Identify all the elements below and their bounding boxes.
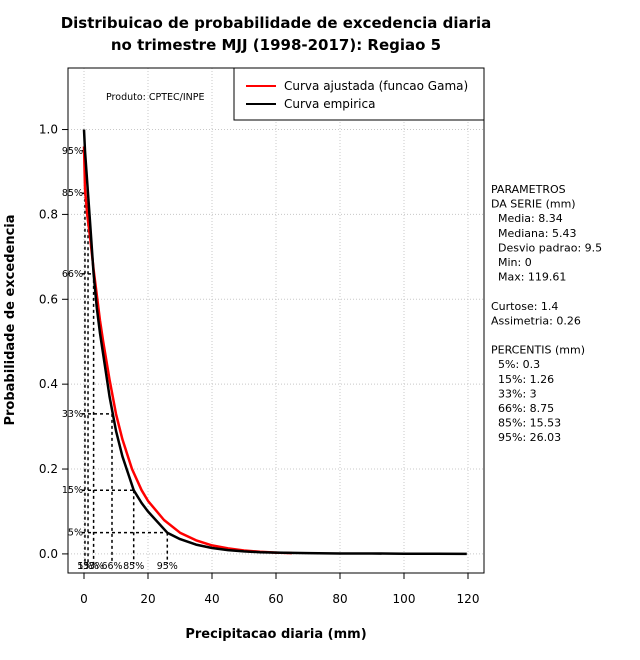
statistics-line: 15%: 1.26 [491, 373, 554, 386]
statistics-line: DA SERIE (mm) [491, 198, 576, 211]
legend-label-empirical: Curva empirica [284, 97, 375, 111]
x-tick-label: 80 [332, 592, 347, 606]
statistics-line: 95%: 26.03 [491, 431, 561, 444]
statistics-line: Assimetria: 0.26 [491, 314, 581, 327]
statistics-line: Mediana: 5.43 [491, 227, 576, 240]
statistics-line: 5%: 0.3 [491, 358, 540, 371]
statistics-line: PERCENTIS (mm) [491, 344, 585, 357]
legend-box [233, 67, 485, 121]
y-tick-label: 0.6 [39, 292, 58, 306]
y-tick-label: 1.0 [39, 123, 58, 137]
y-tick-label: 0.4 [39, 377, 58, 391]
chart-title-line-2: no trimestre MJJ (1998-2017): Regiao 5 [111, 36, 441, 54]
percentile-y-label: 95% [62, 146, 83, 157]
x-axis-title: Precipitacao diaria (mm) [185, 627, 366, 642]
percentile-y-label: 5% [68, 528, 83, 539]
percentile-x-label: 95% [157, 561, 178, 572]
series-lines [82, 129, 467, 556]
percentile-y-label: 15% [62, 485, 83, 496]
percentile-y-label: 33% [62, 409, 83, 420]
percentile-x-label: 85% [123, 561, 144, 572]
statistics-line: Curtose: 1.4 [491, 300, 558, 313]
percentile-x-label: 5% [77, 561, 92, 572]
statistics-line: Media: 8.34 [491, 212, 563, 225]
percentile-guides: 95%5%85%15%66%33%33%66%15%85%5%95% [62, 146, 178, 572]
chart-title-line-1: Distribuicao de probabilidade de exceden… [61, 14, 492, 32]
y-tick-label: 0.2 [39, 462, 58, 476]
y-axis-title: Probabilidade de excedencia [3, 214, 18, 425]
legend-label-fitted: Curva ajustada (funcao Gama) [284, 79, 468, 93]
axes: 0 20 40 60 80 100 120 0.0 0.2 0.4 0.6 0.8 1.0 [39, 123, 480, 606]
statistics-line: 33%: 3 [491, 387, 537, 400]
percentile-x-label: 66% [101, 561, 122, 572]
legend: Curva ajustada (funcao Gama) Curva empir… [233, 67, 485, 121]
x-tick-label: 60 [268, 592, 283, 606]
statistics-line: PARAMETROS [491, 183, 566, 196]
statistics-line: Min: 0 [491, 256, 532, 269]
x-tick-label: 120 [457, 592, 480, 606]
empirical-line [82, 129, 467, 556]
y-tick-label: 0.0 [39, 547, 58, 561]
percentile-x-label: 33% [83, 561, 104, 572]
fitted-gamma-line [82, 146, 293, 555]
grid-lines [68, 68, 484, 573]
statistics-line: Max: 119.61 [491, 271, 566, 284]
x-tick-label: 100 [393, 592, 416, 606]
statistics-line: 85%: 15.53 [491, 417, 561, 430]
credit-text: Produto: CPTEC/INPE [106, 92, 205, 103]
percentile-x-label: 15% [77, 561, 98, 572]
statistics-line: Desvio padrao: 9.5 [491, 241, 602, 254]
x-tick-label: 20 [140, 592, 155, 606]
statistics-line: 66%: 8.75 [491, 402, 554, 415]
x-tick-label: 40 [204, 592, 219, 606]
percentile-y-label: 66% [62, 269, 83, 280]
y-tick-label: 0.8 [39, 207, 58, 221]
percentile-y-label: 85% [62, 188, 83, 199]
x-tick-label: 0 [80, 592, 88, 606]
statistics-panel: PARAMETROS DA SERIE (mm) Media: 8.34 Medi… [491, 183, 602, 444]
